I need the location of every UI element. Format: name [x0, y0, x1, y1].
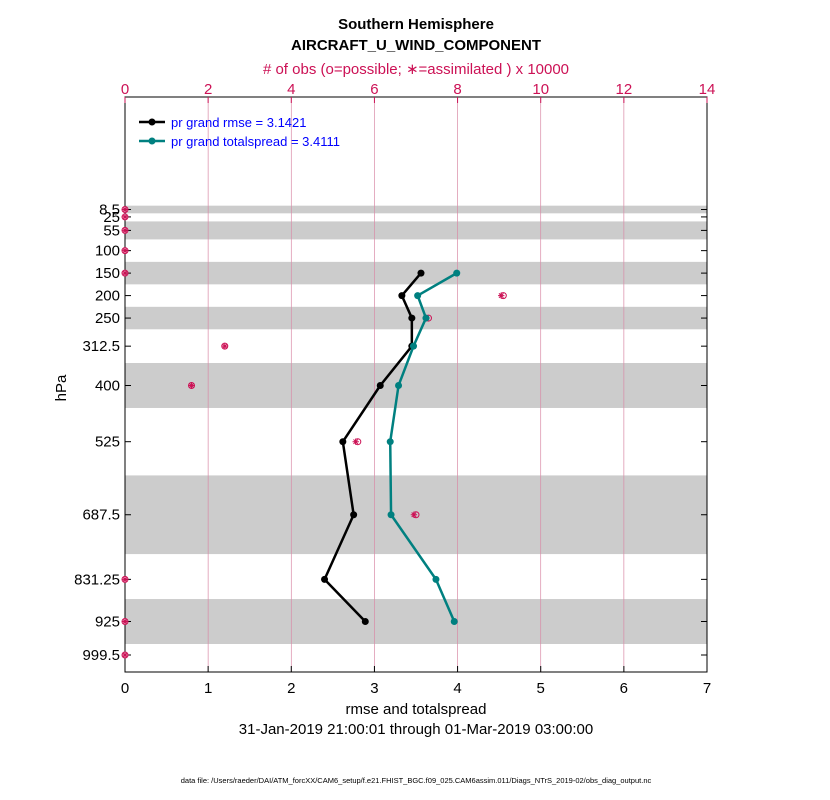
footer-data-file: data file: /Users/raeder/DAI/ATM_forcXX/… [181, 776, 652, 785]
obs-assimilated-marker [121, 651, 129, 659]
obs-assimilated-marker [498, 292, 505, 299]
bottom-tick-labels: 0 1 2 3 4 5 6 7 [121, 680, 711, 697]
rmse-point [376, 381, 384, 389]
totalspread-point [395, 381, 403, 389]
y-tick-label: 25 [103, 209, 120, 226]
shaded-band [125, 599, 707, 644]
top-tick-label: 4 [287, 81, 295, 98]
top-axis-label: # of obs (o=possible; ∗=assimilated ) x … [263, 61, 569, 78]
obs-assimilated-marker [221, 342, 228, 350]
shaded-band [125, 261, 707, 285]
totalspread-point [453, 269, 461, 277]
obs-assimilated-marker [121, 269, 129, 277]
x-tick-label: 6 [620, 680, 628, 697]
totalspread-point [422, 314, 430, 322]
obs-assimilated-marker [352, 438, 359, 445]
totalspread-point [410, 342, 418, 350]
totalspread-point [386, 438, 394, 446]
obs-count-markers [121, 206, 507, 659]
x-tick-label: 0 [121, 680, 129, 697]
y-tick-label: 400 [95, 377, 120, 394]
plot-frame [124, 96, 708, 673]
shaded-band [125, 306, 707, 330]
top-tick-label: 6 [370, 81, 378, 98]
obs-assimilated-marker [121, 213, 129, 221]
rmse-point [321, 575, 329, 583]
legend-spread-label: pr grand totalspread = 3.4111 [171, 134, 340, 149]
top-tick-label: 2 [204, 81, 212, 98]
obs-assimilated-marker [121, 576, 129, 583]
y-tick-label: 687.5 [82, 507, 120, 524]
shaded-bands [125, 205, 707, 644]
shaded-band [125, 205, 707, 214]
y-axis-label: hPa [53, 374, 70, 401]
legend-rmse-marker [148, 118, 156, 126]
totalspread-point [387, 511, 395, 519]
rmse-point [417, 269, 425, 277]
top-tick-label: 14 [699, 81, 716, 98]
shaded-band [125, 363, 707, 408]
top-tick-label: 8 [453, 81, 461, 98]
y-tick-label: 831.25 [74, 571, 120, 588]
top-tick-label: 12 [616, 81, 633, 98]
totalspread-point [432, 575, 440, 583]
totalspread-point [414, 292, 422, 300]
top-tick-label: 0 [121, 81, 129, 98]
y-tick-label: 150 [95, 265, 120, 282]
legend: pr grand rmse = 3.1421 pr grand totalspr… [139, 115, 340, 149]
rmse-point [339, 438, 347, 446]
x-tick-label: 4 [453, 680, 461, 697]
chart-title: Southern Hemisphere [338, 16, 494, 33]
chart-subtitle: AIRCRAFT_U_WIND_COMPONENT [291, 37, 541, 54]
x-tick-label: 5 [537, 680, 545, 697]
series-lines [321, 269, 461, 626]
legend-rmse-label: pr grand rmse = 3.1421 [171, 115, 307, 130]
y-tick-label: 999.5 [82, 647, 120, 664]
rmse-point [361, 618, 369, 626]
y-tick-label: 8.5 [99, 202, 120, 219]
x-tick-label: 7 [703, 680, 711, 697]
y-tick-label: 925 [95, 614, 120, 631]
totalspread-point [450, 618, 458, 626]
obs-assimilated-marker [410, 511, 418, 518]
y-tick-label: 250 [95, 310, 120, 327]
obs-assimilated-marker [121, 618, 129, 625]
vertical-gridlines [207, 97, 625, 672]
legend-spread-marker [148, 137, 156, 145]
rmse-point [350, 511, 358, 519]
top-tick-labels: 0 2 4 6 8 10 12 14 [121, 81, 716, 98]
rmse-point [398, 292, 406, 300]
y-tick-label: 55 [103, 222, 120, 239]
date-range: 31-Jan-2019 21:00:01 through 01-Mar-2019… [239, 721, 593, 738]
x-tick-label: 2 [287, 680, 295, 697]
obs-assimilated-marker [121, 206, 129, 213]
y-tick-label: 525 [95, 434, 120, 451]
y-tick-label: 100 [95, 243, 120, 260]
x-tick-label: 3 [370, 680, 378, 697]
obs-assimilated-marker [121, 227, 129, 234]
y-tick-label: 200 [95, 288, 120, 305]
x-axis-label: rmse and totalspread [346, 701, 487, 718]
y-tick-label: 312.5 [82, 338, 120, 355]
obs-assimilated-marker [188, 382, 195, 389]
rmse-point [408, 314, 416, 322]
obs-assimilated-marker [121, 247, 129, 254]
top-tick-label: 10 [532, 81, 549, 98]
x-tick-label: 1 [204, 680, 212, 697]
shaded-band [125, 221, 707, 240]
